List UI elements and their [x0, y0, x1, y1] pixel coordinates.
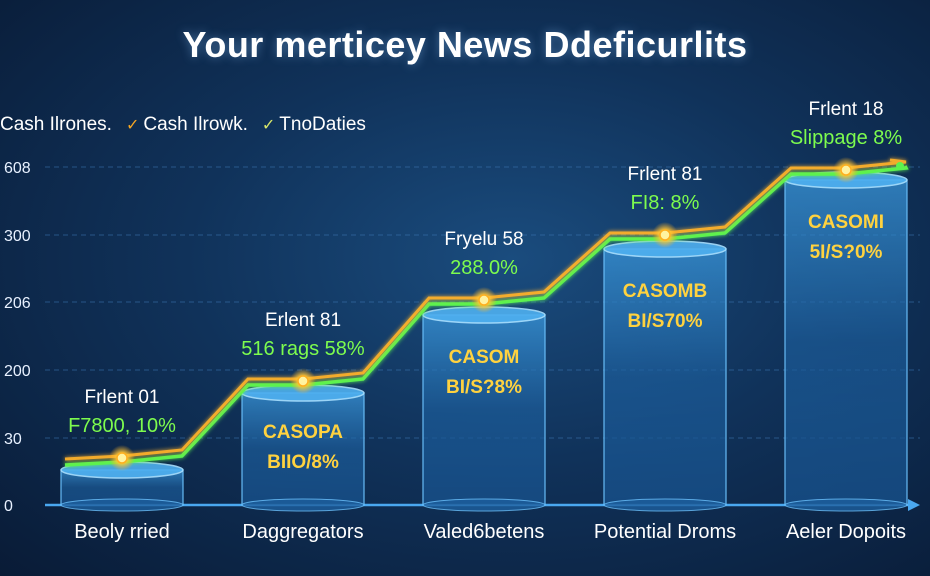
- annotation-value: 516 rags 58%: [241, 338, 365, 360]
- data-point: [840, 164, 852, 176]
- bar-value-label: BI/S70%: [628, 311, 703, 332]
- data-point: [659, 229, 671, 241]
- bars: [60, 171, 908, 512]
- annotation-title: Erlent 81: [265, 310, 341, 331]
- bar-label: CASOM: [449, 347, 520, 368]
- bar: [241, 392, 365, 506]
- annotation-title: Fryelu 58: [444, 229, 523, 250]
- y-tick-label: 200: [4, 363, 31, 380]
- x-axis-arrow-icon: [908, 499, 920, 511]
- annotation-value: F7800, 10%: [68, 415, 176, 437]
- bar-base: [603, 498, 727, 512]
- y-tick-label: 30: [4, 431, 22, 448]
- bar-value-label: BIIO/8%: [267, 452, 339, 473]
- grid: [45, 166, 920, 439]
- chart-title: Your merticey News Ddeficurlits: [182, 24, 748, 65]
- legend-item: ✓ TnoDaties: [262, 114, 366, 136]
- annotation-value: FI8: 8%: [631, 192, 700, 214]
- x-category-label: Aeler Dopoits: [786, 521, 906, 543]
- bar-base: [60, 498, 184, 512]
- x-category-label: Daggregators: [242, 521, 363, 543]
- legend-label: Cash Ilrones.: [0, 114, 112, 135]
- y-tick-label: 206: [4, 295, 31, 312]
- y-tick-label: 608: [4, 160, 31, 177]
- data-point: [478, 294, 490, 306]
- bar-label: CASOPA: [263, 422, 343, 443]
- bar: [422, 314, 546, 506]
- y-tick-label: 0: [4, 498, 13, 515]
- legend-marker-icon: ✓: [125, 117, 140, 134]
- x-category-label: Valed6betens: [424, 521, 545, 543]
- data-point: [297, 375, 309, 387]
- legend-label: TnoDaties: [279, 114, 366, 135]
- series-line-green: [64, 165, 909, 467]
- legend-label: Cash Ilrowk.: [143, 114, 248, 135]
- annotation-value: Slippage 8%: [790, 127, 903, 149]
- data-point: [116, 452, 128, 464]
- legend-marker-icon: ✓: [261, 117, 276, 134]
- bar-base: [241, 498, 365, 512]
- bar-label: CASOMI: [808, 212, 884, 233]
- bar-base: [422, 498, 546, 512]
- y-tick-label: 300: [4, 228, 31, 245]
- x-category-label: Potential Droms: [594, 521, 736, 543]
- legend-item: ✓ Cash Ilrowk.: [126, 114, 248, 136]
- bar-value-label: BI/S?8%: [446, 377, 522, 398]
- bar-value-label: 5I/S?0%: [810, 242, 883, 263]
- bar: [603, 248, 727, 506]
- legend: Cash Ilrones. ✓ Cash Ilrowk. ✓ TnoDaties: [0, 114, 380, 136]
- annotation-title: Frlent 01: [85, 387, 160, 408]
- bar-base: [784, 498, 908, 512]
- series-end-point: [896, 162, 904, 170]
- annotation-value: 288.0%: [450, 257, 518, 279]
- annotation-title: Frlent 81: [628, 164, 703, 185]
- bar-label: CASOMB: [623, 281, 707, 302]
- series-lines: [64, 157, 909, 471]
- x-category-label: Beoly rried: [74, 521, 170, 543]
- annotation-title: Frlent 18: [809, 99, 884, 120]
- labels: Beoly rried Daggregators Valed6betens Poten…: [68, 99, 906, 543]
- legend-item: Cash Ilrones.: [0, 114, 112, 136]
- series-line-orange: [64, 158, 907, 461]
